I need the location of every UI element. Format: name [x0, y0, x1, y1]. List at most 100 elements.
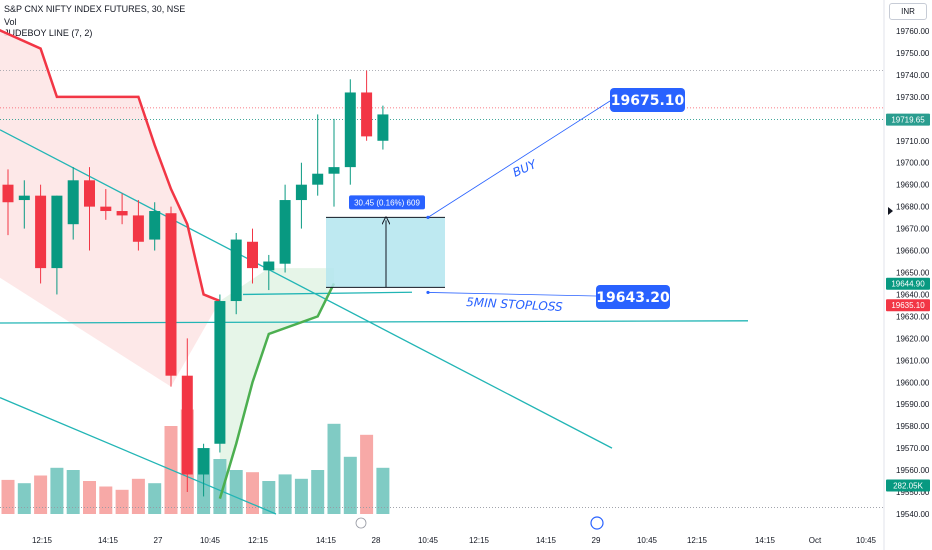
price-tag-label: 19635.10 [891, 301, 925, 310]
indicator-label: JUDEBOY LINE (7, 2) [4, 28, 93, 38]
candle-body [116, 211, 128, 216]
x-tick-label: 12:15 [32, 536, 53, 545]
candle [165, 206, 177, 387]
y-tick-label: 19610.00 [896, 356, 930, 365]
candle-body [181, 375, 193, 475]
candle [247, 228, 258, 284]
price-tag-label: 19719.65 [891, 116, 925, 125]
candle [132, 200, 144, 251]
x-tick-label: 14:15 [316, 536, 337, 545]
x-tick-label: 10:45 [637, 536, 658, 545]
stop-price-label: 19643.20 [596, 290, 670, 306]
y-tick-label: 19620.00 [896, 334, 930, 343]
candle-body [377, 114, 389, 141]
volume-bars [1, 409, 390, 514]
candle [279, 184, 291, 273]
y-tick-label: 19660.00 [896, 247, 930, 256]
symbol-title: S&P CNX NIFTY INDEX FUTURES, 30, NSE [4, 4, 186, 14]
candle [230, 232, 242, 315]
y-tick-label: 19570.00 [896, 444, 930, 453]
volume-bar [17, 483, 31, 514]
candle-body [18, 195, 30, 201]
y-tick-label: 19730.00 [896, 93, 930, 102]
price-tag [886, 113, 930, 126]
candle [328, 118, 340, 207]
trendline [0, 397, 277, 515]
y-tick-label: 19760.00 [896, 27, 930, 36]
candle [377, 105, 389, 150]
candle [181, 338, 193, 493]
candle [344, 79, 356, 185]
volume-bar [66, 470, 80, 514]
x-tick-label: 10:45 [418, 536, 439, 545]
candle [100, 189, 112, 220]
x-tick-label: 14:15 [755, 536, 776, 545]
y-tick-label: 19710.00 [896, 137, 930, 146]
y-tick-label: 19590.00 [896, 400, 930, 409]
candle-body [67, 180, 79, 225]
price-tag-label: 19644.90 [891, 280, 925, 289]
volume-bar [213, 459, 227, 514]
candle [198, 443, 210, 497]
candle-body [165, 213, 177, 376]
candle-body [51, 195, 63, 269]
candle [361, 70, 373, 141]
volume-bar [278, 474, 292, 514]
candle-body [2, 184, 14, 203]
y-tick-label: 19670.00 [896, 225, 930, 234]
indicator-band-red [0, 30, 220, 387]
measure-badge [349, 195, 425, 210]
support-line [0, 320, 749, 324]
volume-bar [83, 481, 96, 514]
candle [312, 114, 324, 196]
stop-price-tag [596, 285, 670, 309]
candle-body [214, 301, 226, 444]
volume-bar [115, 489, 129, 514]
volume-bar [343, 456, 357, 514]
volume-bar [246, 472, 259, 514]
candle-body [149, 211, 161, 240]
candle-body [132, 215, 144, 242]
x-tick-label: 12:15 [469, 536, 490, 545]
currency-selector[interactable]: INR [889, 3, 927, 20]
candle [18, 180, 30, 229]
price-tag-label: 282.05K [893, 481, 923, 490]
candle [263, 254, 275, 291]
volume-bar [376, 467, 390, 514]
x-tick-label: Oct [809, 536, 822, 545]
x-tick-label: 14:15 [98, 536, 119, 545]
candle [116, 193, 128, 225]
candle-body [100, 206, 112, 212]
x-tick-label: 12:15 [248, 536, 269, 545]
candle [2, 169, 14, 236]
candle-body [84, 180, 95, 207]
stoploss-note: 5MIN STOPLOSS [466, 295, 563, 314]
candle-body [328, 167, 340, 174]
volume-bar [50, 467, 64, 514]
y-tick-label: 19580.00 [896, 422, 930, 431]
event-marker-icon [590, 516, 604, 530]
candle-body [361, 92, 373, 137]
y-tick-label: 19550.00 [896, 488, 930, 497]
candle-body [295, 184, 307, 201]
volume-bar [229, 470, 243, 514]
candle [149, 202, 161, 251]
connector-line [427, 292, 597, 297]
volume-bar [131, 478, 145, 514]
candle-body [247, 241, 258, 269]
volume-bar [294, 478, 308, 514]
connector-line [427, 100, 611, 218]
volume-bar [360, 434, 374, 514]
candle [84, 167, 95, 251]
volume-bar [1, 479, 15, 514]
candle-body [263, 261, 275, 271]
indicator-line-red [0, 28, 221, 303]
candle [295, 162, 307, 229]
buy-price-label: 19675.10 [611, 93, 685, 109]
y-tick-label: 19560.00 [896, 466, 930, 475]
candle-body [279, 200, 291, 264]
x-tick-label: 12:15 [687, 536, 708, 545]
price-tag [886, 299, 930, 312]
x-tick-label: 28 [372, 536, 381, 545]
